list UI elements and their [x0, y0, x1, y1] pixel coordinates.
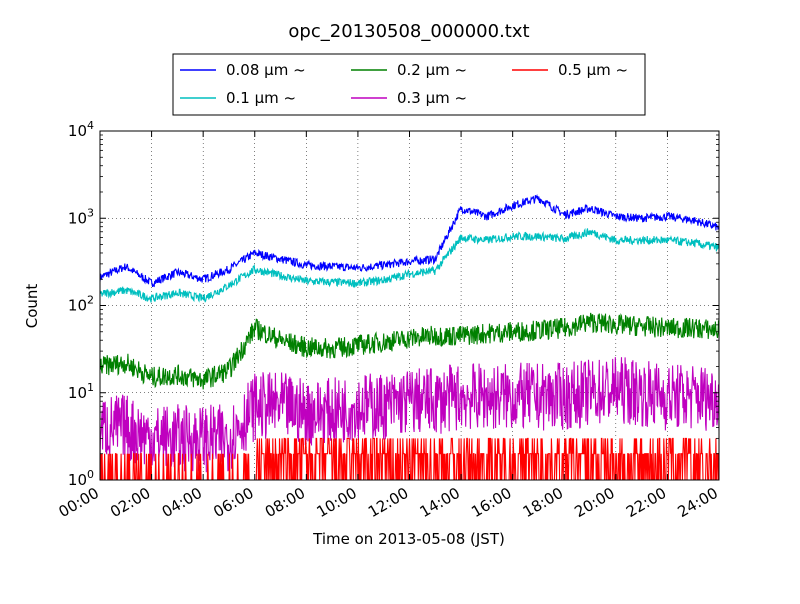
- y-tick-label-exponent: 0: [87, 468, 94, 481]
- legend-item: 0.1 µm ~: [180, 89, 296, 107]
- series-group: [100, 193, 719, 480]
- y-tick-label-exponent: 1: [87, 381, 94, 394]
- y-tick-label-exponent: 2: [87, 294, 94, 307]
- legend-item: 0.2 µm ~: [351, 61, 467, 79]
- chart-title: opc_20130508_000000.txt: [288, 21, 529, 42]
- legend-label: 0.08 µm ~: [226, 61, 306, 79]
- y-axis-label: Count: [23, 284, 41, 329]
- legend-label: 0.2 µm ~: [397, 61, 467, 79]
- series-line: [100, 437, 719, 480]
- legend-box: [172, 53, 646, 116]
- y-tick-label-base: 10: [68, 209, 87, 227]
- y-tick-label: 102: [68, 294, 94, 315]
- y-tick-label-base: 10: [68, 471, 87, 489]
- y-tick-label: 101: [68, 381, 94, 402]
- y-tick-label-exponent: 3: [87, 206, 94, 219]
- legend-label: 0.5 µm ~: [558, 61, 628, 79]
- y-tick-label-exponent: 4: [87, 119, 94, 132]
- y-tick-label-base: 10: [68, 384, 87, 402]
- y-tick-label-base: 10: [68, 297, 87, 315]
- series-line: [100, 193, 719, 288]
- series-line: [100, 357, 719, 473]
- y-tick-label-base: 10: [68, 122, 87, 140]
- series-line: [100, 227, 719, 303]
- y-tick-label: 104: [68, 119, 94, 140]
- legend-item: 0.3 µm ~: [351, 89, 467, 107]
- legend-item: 0.5 µm ~: [512, 61, 628, 79]
- legend-label: 0.3 µm ~: [397, 89, 467, 107]
- plot-area: [99, 130, 720, 481]
- series-line: [100, 312, 719, 390]
- y-tick-label: 103: [68, 206, 94, 227]
- legend: 0.08 µm ~ 0.1 µm ~ 0.2 µm ~ 0.3 µm ~ 0.5 µm …: [172, 53, 646, 116]
- x-axis-label: Time on 2013-05-08 (JST): [312, 530, 505, 548]
- legend-label: 0.1 µm ~: [226, 89, 296, 107]
- legend-item: 0.08 µm ~: [180, 61, 306, 79]
- y-tick-label: 100: [68, 468, 94, 489]
